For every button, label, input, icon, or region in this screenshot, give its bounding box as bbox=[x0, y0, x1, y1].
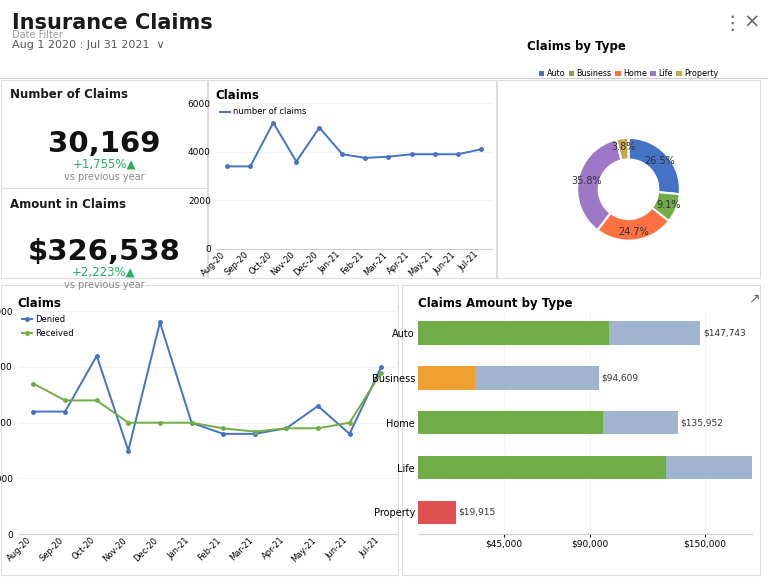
Bar bbox=[609, 321, 700, 345]
Text: 30,169: 30,169 bbox=[48, 130, 161, 158]
Text: ⋮: ⋮ bbox=[722, 14, 741, 33]
FancyBboxPatch shape bbox=[208, 80, 496, 278]
Text: 3.8%: 3.8% bbox=[611, 142, 636, 152]
Text: Claims Amount by Type: Claims Amount by Type bbox=[418, 297, 572, 310]
Bar bbox=[523, 321, 609, 345]
Text: Claims: Claims bbox=[18, 297, 61, 310]
Text: $94,609: $94,609 bbox=[601, 373, 638, 382]
Bar bbox=[418, 321, 523, 345]
Bar bbox=[418, 501, 455, 524]
Text: Aug 1 2020 : Jul 31 2021  ∨: Aug 1 2020 : Jul 31 2021 ∨ bbox=[12, 40, 164, 50]
Wedge shape bbox=[628, 138, 680, 194]
Bar bbox=[418, 366, 475, 389]
Text: 35.8%: 35.8% bbox=[571, 175, 602, 185]
Text: $147,743: $147,743 bbox=[703, 329, 746, 338]
Legend: Denied, Received: Denied, Received bbox=[22, 315, 74, 338]
Text: ↗: ↗ bbox=[748, 291, 760, 305]
Bar bbox=[523, 411, 603, 434]
Text: Claims by Type: Claims by Type bbox=[527, 40, 626, 53]
Text: 24.7%: 24.7% bbox=[618, 227, 649, 237]
FancyBboxPatch shape bbox=[402, 285, 760, 575]
FancyBboxPatch shape bbox=[1, 80, 207, 278]
Text: $326,538: $326,538 bbox=[28, 238, 180, 266]
Text: Number of Claims: Number of Claims bbox=[10, 88, 128, 101]
Wedge shape bbox=[577, 139, 621, 230]
Bar bbox=[475, 366, 523, 389]
Text: ×: × bbox=[743, 13, 760, 32]
Text: Date Filter: Date Filter bbox=[12, 30, 63, 40]
Legend: Auto, Business, Home, Life, Property: Auto, Business, Home, Life, Property bbox=[535, 66, 721, 82]
Text: Claims: Claims bbox=[216, 89, 260, 102]
Bar bbox=[418, 456, 542, 479]
Text: +2,223%▲: +2,223%▲ bbox=[72, 266, 136, 279]
Wedge shape bbox=[598, 208, 669, 241]
Bar bbox=[603, 411, 677, 434]
Bar bbox=[542, 456, 667, 479]
Text: +1,755%▲: +1,755%▲ bbox=[72, 158, 136, 171]
Text: vs previous year: vs previous year bbox=[64, 172, 144, 182]
Text: vs previous year: vs previous year bbox=[64, 280, 144, 290]
Text: $135,952: $135,952 bbox=[680, 418, 723, 427]
FancyBboxPatch shape bbox=[1, 285, 398, 575]
Bar bbox=[523, 366, 598, 389]
Legend: number of claims: number of claims bbox=[220, 107, 306, 117]
Wedge shape bbox=[617, 138, 628, 160]
Text: Insurance Claims: Insurance Claims bbox=[12, 13, 213, 33]
Bar bbox=[667, 456, 768, 479]
Text: 9.1%: 9.1% bbox=[656, 200, 680, 210]
Text: Amount in Claims: Amount in Claims bbox=[10, 198, 126, 211]
Bar bbox=[418, 411, 523, 434]
Text: 26.5%: 26.5% bbox=[644, 156, 675, 166]
FancyBboxPatch shape bbox=[497, 80, 760, 278]
Wedge shape bbox=[652, 192, 680, 221]
Text: $19,915: $19,915 bbox=[458, 508, 496, 517]
